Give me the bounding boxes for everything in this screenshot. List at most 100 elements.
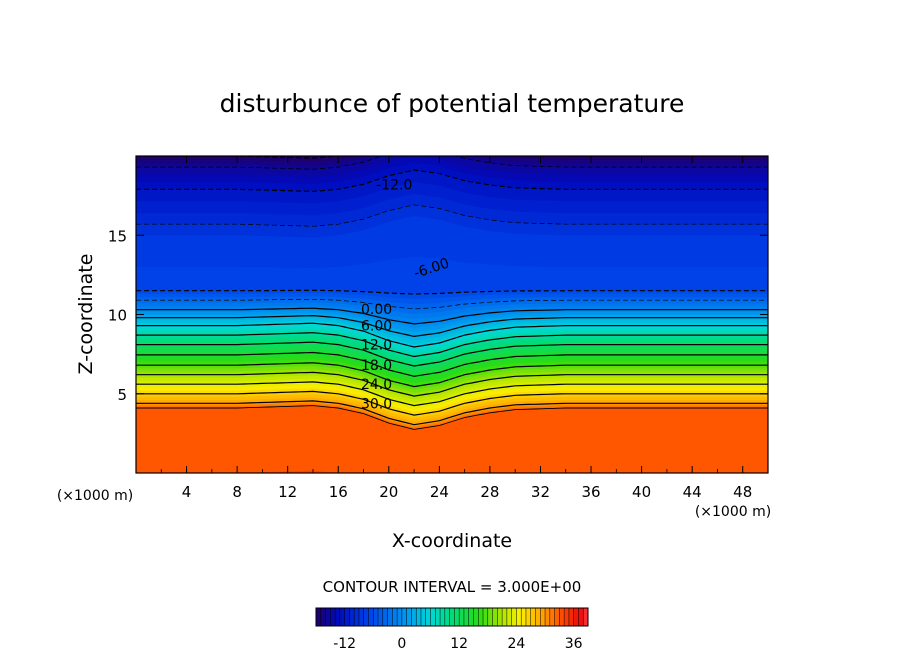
contour-interval: CONTOUR INTERVAL = 3.000E+00 xyxy=(323,578,582,596)
contour-label: 24.0 xyxy=(361,377,392,393)
x-tick-label: 28 xyxy=(480,483,499,501)
x-tick-label: 40 xyxy=(632,483,651,501)
colorbar-swatch xyxy=(401,608,407,626)
contour-line xyxy=(136,362,768,388)
colorbar-swatch xyxy=(473,608,479,626)
colorbar-swatch xyxy=(535,608,541,626)
colorbar-swatch xyxy=(540,608,546,626)
contour-line xyxy=(136,298,768,310)
contour-line xyxy=(136,307,768,325)
colorbar-swatch xyxy=(354,608,360,626)
colorbar-swatch xyxy=(435,608,441,626)
contour-line xyxy=(136,381,768,407)
colorbar-swatch xyxy=(358,608,365,626)
colorbar-swatch xyxy=(339,608,345,626)
contour-line xyxy=(136,156,768,170)
colorbar-swatch xyxy=(330,608,336,626)
colorbar-swatch xyxy=(564,608,570,626)
colorbar-swatch xyxy=(325,608,331,626)
colorbar-tick-label: 0 xyxy=(397,636,406,652)
colorbar-tick-label: 24 xyxy=(508,636,526,652)
contour-line xyxy=(136,405,768,430)
contour-line xyxy=(136,169,768,193)
x-tick-label: 20 xyxy=(379,483,398,501)
colorbar-tick-label: 36 xyxy=(565,636,583,652)
contour-band xyxy=(136,470,768,473)
colorbar-swatch xyxy=(363,608,369,626)
contour-line xyxy=(136,204,768,227)
colorbar-swatch xyxy=(420,608,427,626)
contour-line xyxy=(136,322,768,348)
colorbar-swatch xyxy=(444,608,450,626)
contour-label: 0.00 xyxy=(361,302,392,318)
x-tick-label: 12 xyxy=(278,483,297,501)
x-axis-label: X-coordinate xyxy=(392,530,512,552)
colorbar-swatch xyxy=(449,608,455,626)
colorbar-swatch xyxy=(382,608,388,626)
contour-label: 18.0 xyxy=(361,358,392,374)
x-tick-label: 36 xyxy=(581,483,600,501)
x-tick-label: 48 xyxy=(733,483,752,501)
x-unit-right: (×1000 m) xyxy=(695,504,771,520)
colorbar-swatch xyxy=(478,608,484,626)
x-tick-label: 8 xyxy=(232,483,242,501)
colorbar-swatch xyxy=(554,608,560,626)
colorbar-swatch xyxy=(349,608,355,626)
colorbar-swatch xyxy=(511,608,517,626)
colorbar-swatch xyxy=(440,608,446,626)
colorbar-swatch xyxy=(335,608,341,626)
contour-line xyxy=(136,289,768,295)
contour-label: 6.00 xyxy=(361,319,392,335)
colorbar-swatch xyxy=(416,608,422,626)
x-unit-left: (×1000 m) xyxy=(57,488,133,504)
contour-line xyxy=(136,314,768,338)
colorbar-swatch xyxy=(378,608,384,626)
colorbar-swatch xyxy=(392,608,398,626)
colorbar-swatch xyxy=(454,608,460,626)
colorbar-swatch xyxy=(397,608,403,626)
colorbar-swatch xyxy=(568,608,574,626)
contour-fill xyxy=(136,156,768,473)
colorbar-swatch xyxy=(578,608,584,626)
colorbar-swatch xyxy=(430,608,436,626)
colorbar-swatch xyxy=(502,608,508,626)
colorbar-swatch xyxy=(545,608,551,626)
contour-line xyxy=(136,390,768,416)
contour-label: -12.0 xyxy=(376,178,412,194)
colorbar-swatch xyxy=(483,608,489,626)
colorbar-swatch xyxy=(320,608,326,626)
colorbar-swatch xyxy=(463,608,469,626)
contour-line xyxy=(136,332,768,358)
y-axis-label: Z-coordinate xyxy=(75,254,97,375)
colorbar-frame xyxy=(315,607,589,627)
contour-line xyxy=(136,156,768,159)
colorbar: -12 0 12 24 36 xyxy=(315,607,589,652)
colorbar-swatch xyxy=(573,608,579,626)
contour-line xyxy=(136,371,768,397)
y-tick-label: 5 xyxy=(117,386,127,404)
colorbar-swatch xyxy=(583,608,589,626)
colorbar-swatch xyxy=(521,608,527,626)
colorbar-swatch xyxy=(530,608,536,626)
colorbar-swatch xyxy=(487,608,493,626)
chart-title: disturbunce of potential temperature xyxy=(220,89,685,118)
colorbar-swatch xyxy=(506,608,512,626)
colorbar-swatch xyxy=(459,608,465,626)
colorbar-tick-label: 12 xyxy=(450,636,468,652)
x-tick-label: 24 xyxy=(430,483,449,501)
colorbar-swatch xyxy=(492,608,498,626)
colorbar-swatch xyxy=(497,608,503,626)
contour-label: 30.0 xyxy=(361,396,392,412)
colorbar-swatch xyxy=(425,608,431,626)
contour-band xyxy=(136,405,768,473)
x-tick-label: 16 xyxy=(329,483,348,501)
contour-line xyxy=(136,351,768,377)
colorbar-swatch xyxy=(559,608,565,626)
y-tick-label: 15 xyxy=(108,227,127,245)
colorbar-swatch xyxy=(516,608,522,626)
colorbar-swatch xyxy=(316,608,322,626)
contour-line xyxy=(136,341,768,367)
contour-label: 12.0 xyxy=(361,338,392,354)
colorbar-swatch xyxy=(406,608,412,626)
